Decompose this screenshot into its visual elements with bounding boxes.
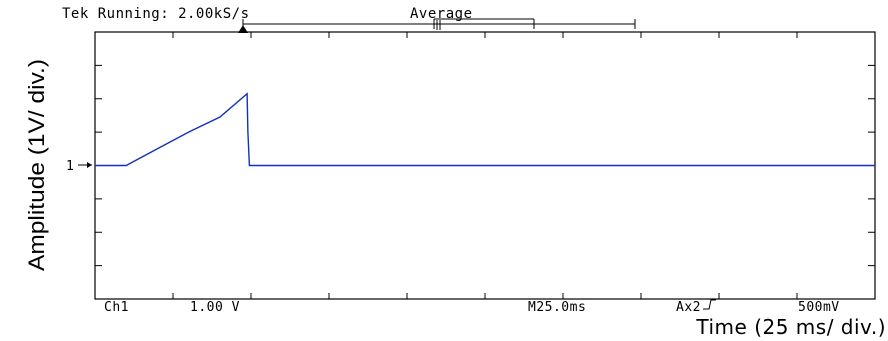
trigger-source: Ax2 xyxy=(676,300,701,315)
axis-ticks xyxy=(95,32,875,299)
channel-marker-label: 1 xyxy=(66,159,74,174)
y-axis-title: Amplitude (1V/ div.) xyxy=(24,59,49,271)
channel-label: Ch1 xyxy=(104,300,129,315)
volts-per-div: 1.00 V xyxy=(190,300,240,315)
rising-edge-icon xyxy=(703,299,716,310)
channel-1-marker: 1 xyxy=(66,159,92,174)
timebase-readout: M25.0ms xyxy=(528,300,586,315)
trigger-level: 500mV xyxy=(798,300,840,315)
acquisition-mode: Average xyxy=(410,6,473,22)
acquisition-status: Tek Running: 2.00kS/s xyxy=(62,6,250,22)
arrow-right-icon xyxy=(78,162,92,168)
series-line xyxy=(95,92,875,167)
x-axis-title: Time (25 ms/ div.) xyxy=(695,315,886,339)
trigger-position-marker xyxy=(238,25,248,33)
record-window-indicator xyxy=(242,18,636,30)
